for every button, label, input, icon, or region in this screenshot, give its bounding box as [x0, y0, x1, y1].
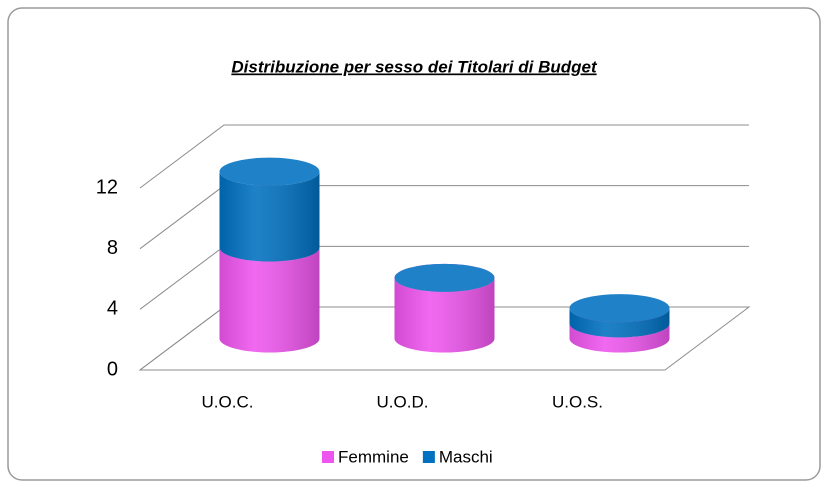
- cylinder-shade: [219, 171, 320, 262]
- x-tick-label: U.O.C.: [202, 392, 254, 411]
- y-tick-label: 12: [96, 176, 118, 198]
- cylinder-top-highlight: [394, 263, 495, 292]
- x-tick-label: U.O.D.: [377, 392, 429, 411]
- cylinder-segment: [569, 294, 670, 338]
- y-tick-label: 8: [107, 237, 118, 259]
- y-tick-label: 0: [107, 358, 118, 380]
- cylinder-top-highlight: [219, 157, 320, 186]
- cylinder-top-highlight: [569, 294, 670, 323]
- legend-swatch: [422, 451, 435, 463]
- cylinder-shade: [569, 308, 670, 338]
- chart-title: Distribuzione per sesso dei Titolari di …: [231, 57, 598, 76]
- cylinder-segment: [219, 157, 320, 262]
- legend-label: Maschi: [439, 447, 493, 466]
- legend-label: Femmine: [338, 447, 409, 466]
- cylinder-shade: [569, 323, 670, 353]
- legend-swatch: [322, 451, 334, 463]
- y-tick-label: 4: [107, 298, 118, 320]
- cylinder-top: [219, 157, 320, 186]
- cylinder-top: [569, 294, 670, 323]
- chart-frame: [7, 7, 821, 481]
- cylinder-segment: [394, 263, 495, 292]
- grid-line: [139, 124, 749, 189]
- cylinder-top: [394, 263, 495, 292]
- cylinder-shade: [219, 247, 320, 353]
- x-tick-label: U.O.S.: [552, 392, 603, 411]
- cylinder-shade: [394, 277, 495, 353]
